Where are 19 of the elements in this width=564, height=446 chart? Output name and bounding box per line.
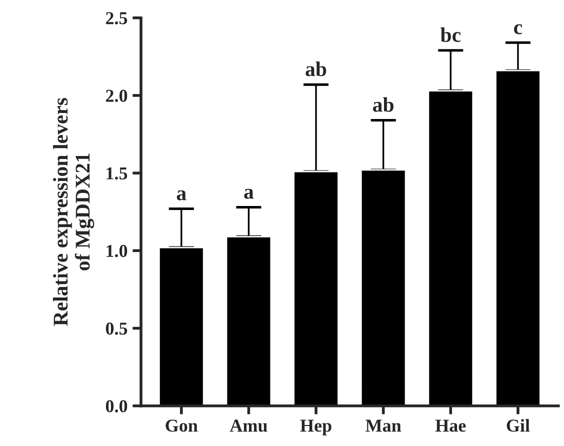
y-tick-label: 2.5 <box>106 12 128 24</box>
x-tick-label: Hep <box>300 420 332 436</box>
annotation: ab <box>306 62 326 76</box>
annotation: bc <box>440 27 461 42</box>
x-tick-label: Hae <box>435 420 466 432</box>
y-axis-title: Relative expression levers of MgDDX21 <box>53 98 94 326</box>
annotation: a <box>244 188 254 199</box>
y-tick-label: 1.5 <box>106 167 128 180</box>
x-tick-label: Gon <box>166 420 198 432</box>
y-tick-label: 2.0 <box>106 90 128 102</box>
annotation: ab <box>373 97 394 112</box>
y-tick-label: 1.0 <box>106 244 128 258</box>
y-tick-label: 0.5 <box>106 322 128 335</box>
x-tick-label: Gil <box>506 419 530 432</box>
y-tick-label: 0.0 <box>106 400 128 412</box>
x-tick-label: Amu <box>230 420 268 432</box>
annotation: a <box>176 190 186 200</box>
x-tick-label: Man <box>366 420 402 432</box>
annotation: c <box>514 24 522 34</box>
